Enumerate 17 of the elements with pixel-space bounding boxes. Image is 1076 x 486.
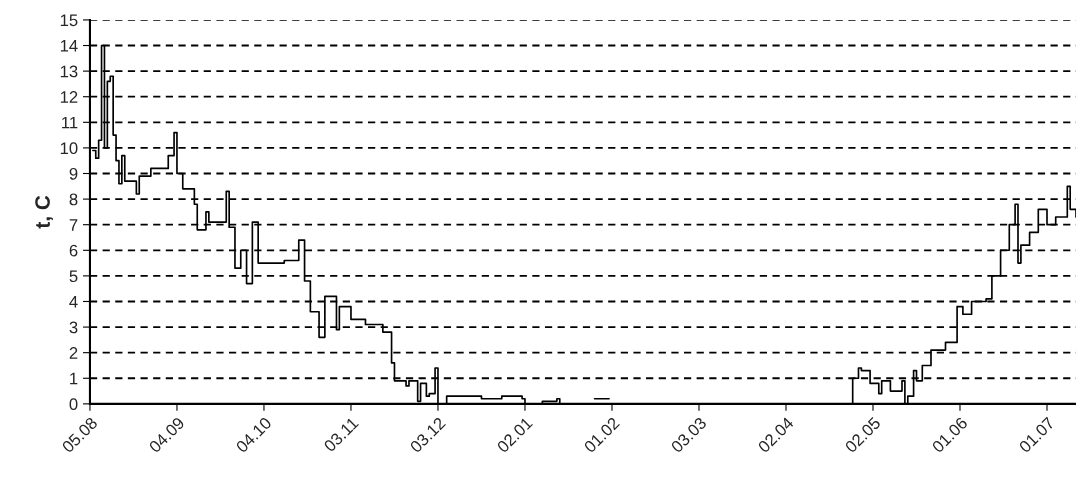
y-tick-label: 12: [60, 91, 78, 103]
y-tick-label: 8: [69, 193, 78, 206]
y-tick-label: 13: [60, 65, 78, 78]
y-tick-label: 6: [69, 244, 78, 257]
y-tick-label: 10: [60, 142, 78, 155]
y-tick-label: 15: [60, 14, 78, 27]
y-tick-label: 9: [69, 167, 78, 180]
y-tick-label: 1: [70, 372, 78, 385]
y-tick-label: 0: [69, 398, 78, 411]
y-tick-label: 14: [60, 40, 78, 52]
y-tick-label: 4: [69, 296, 78, 308]
y-tick-label: 11: [62, 116, 78, 129]
y-axis-title: t, C: [35, 195, 53, 229]
y-tick-label: 3: [69, 321, 78, 334]
y-tick-label: 5: [69, 270, 78, 283]
y-tick-label: 2: [69, 347, 78, 359]
y-tick-label: 7: [69, 219, 78, 231]
